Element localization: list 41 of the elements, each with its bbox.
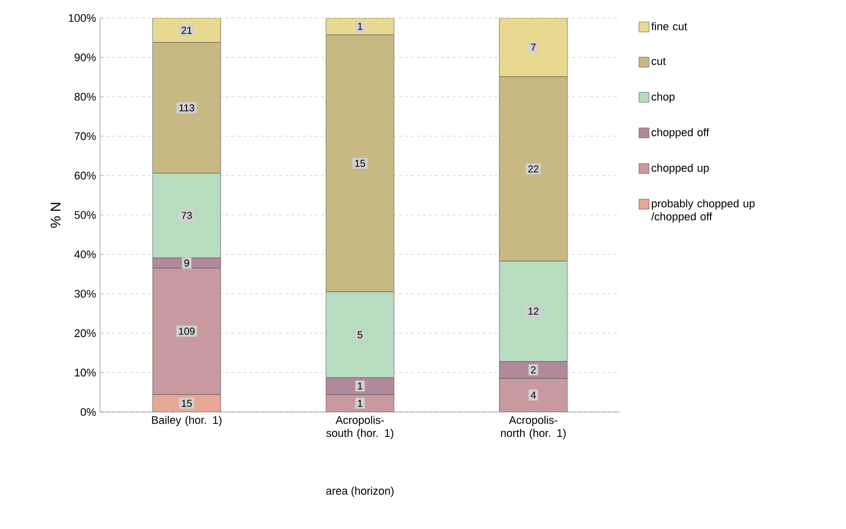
y-tick-label: 50%: [74, 211, 96, 219]
annotation: 1: [358, 382, 362, 390]
y-tick-label: 30%: [74, 290, 96, 298]
annotation: 9: [184, 260, 189, 267]
y-tick-label: 10%: [74, 368, 96, 376]
legend-label: fine cut: [651, 22, 688, 30]
bar: [152, 268, 221, 395]
legend-label: chopped off: [652, 128, 710, 138]
x-tick-label: Acropolis-north (hor. 1): [501, 416, 566, 440]
legend-label: probably chopped up /chopped off: [651, 199, 755, 223]
annotation: 109: [179, 328, 195, 335]
y-tick-label: 0%: [80, 408, 96, 416]
annotation: 21: [182, 26, 192, 34]
legend-label: chop: [652, 92, 675, 103]
y-tick-label: 40%: [74, 250, 96, 258]
y-tick-label: 100%: [68, 14, 96, 22]
y-tick-label: 80%: [74, 92, 96, 101]
annotation: 73: [182, 212, 192, 219]
x-tick-label: Acropolis-south (hor. 1): [326, 416, 394, 440]
bar: [326, 394, 394, 412]
y-tick-label: 90%: [74, 53, 96, 62]
annotation: 5: [358, 331, 362, 338]
y-tick-label: 20%: [74, 329, 96, 338]
annotation: 15: [355, 160, 366, 167]
annotation: 15: [182, 400, 192, 407]
legend-label: chopped up: [652, 164, 709, 174]
y-axis-title: % N: [50, 202, 60, 228]
annotation: 1: [358, 22, 362, 30]
legend-label: cut: [652, 58, 666, 65]
annotation: 12: [528, 308, 538, 315]
annotation: 113: [179, 104, 194, 112]
annotation: 7: [531, 44, 536, 51]
y-tick-label: 70%: [74, 132, 96, 140]
annotation: 22: [528, 165, 538, 172]
y-tick-label: 60%: [74, 172, 96, 180]
annotation: 1: [358, 400, 362, 407]
annotation: 2: [531, 366, 536, 374]
x-tick-label: Bailey (hor. 1): [152, 416, 222, 426]
bar: [499, 378, 568, 412]
x-axis-title: area (horizon): [326, 486, 394, 497]
annotation: 4: [530, 392, 536, 398]
